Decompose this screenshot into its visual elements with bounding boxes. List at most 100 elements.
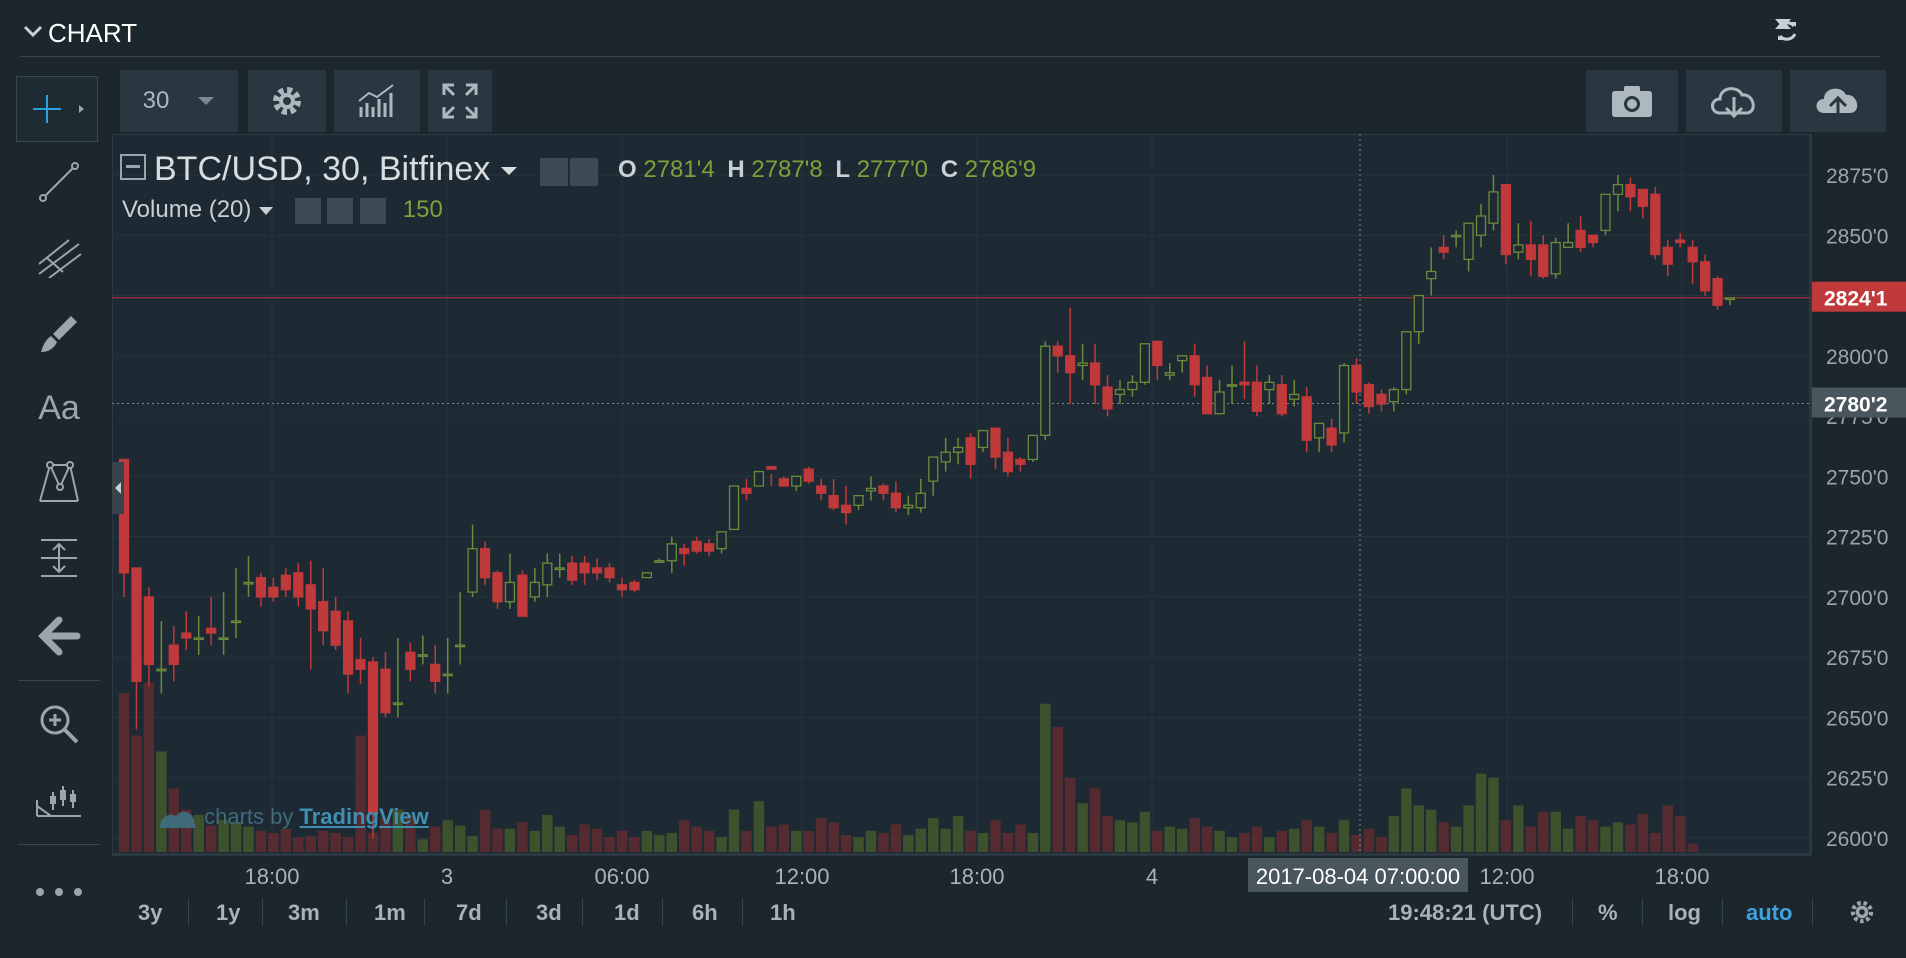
- volume-bar: [118, 693, 130, 852]
- volume-bar: [1326, 832, 1337, 852]
- close-icon[interactable]: [360, 197, 387, 224]
- gear-icon[interactable]: [570, 158, 598, 186]
- volume-bar: [554, 826, 565, 852]
- log-toggle[interactable]: log: [1668, 900, 1701, 925]
- candle-body: [143, 596, 155, 666]
- candle-body: [865, 487, 877, 492]
- candle-body: [1002, 451, 1014, 473]
- candle-body: [1401, 331, 1412, 391]
- range-7d[interactable]: 7d: [456, 900, 482, 925]
- candle-body: [193, 637, 204, 641]
- tradingview-watermark[interactable]: charts by TradingView: [158, 804, 429, 830]
- collapse-legend-icon[interactable]: [120, 154, 146, 181]
- candle-body: [1538, 244, 1549, 277]
- measure-tool[interactable]: [16, 526, 102, 590]
- candle-body: [654, 560, 665, 563]
- chart-settings-button[interactable]: [248, 70, 326, 132]
- candle-body: [255, 576, 267, 598]
- volume-bar: [430, 826, 441, 852]
- zoom-in-icon[interactable]: [16, 692, 102, 756]
- candle-body: [268, 586, 279, 598]
- symbol-title[interactable]: BTC/USD, 30, Bitfinex: [154, 150, 491, 188]
- eye-icon[interactable]: [540, 158, 568, 186]
- range-6h[interactable]: 6h: [692, 900, 718, 925]
- range-3d[interactable]: 3d: [536, 900, 562, 925]
- indicators-button[interactable]: [334, 70, 420, 132]
- gear-icon[interactable]: [1848, 898, 1876, 931]
- volume-bar: [1376, 837, 1387, 852]
- refresh-icon[interactable]: [1777, 18, 1880, 44]
- ruler-icon[interactable]: [16, 766, 102, 830]
- candle-body: [405, 651, 416, 670]
- volume-bar: [280, 828, 292, 852]
- candle-body: [1587, 234, 1599, 244]
- volume-bar: [977, 832, 989, 852]
- candle-body: [355, 658, 366, 670]
- crosshair-tool[interactable]: [16, 76, 98, 142]
- candle-body: [791, 475, 802, 487]
- pitchfork-tool[interactable]: [16, 224, 102, 288]
- volume-bar: [1401, 788, 1412, 852]
- candle-body: [542, 562, 553, 586]
- eye-icon[interactable]: [294, 197, 321, 224]
- save-chart-button[interactable]: [1790, 70, 1886, 132]
- range-3y[interactable]: 3y: [138, 900, 163, 925]
- price-tick-label: 2675'0: [1826, 647, 1888, 670]
- candle-body: [1675, 239, 1686, 244]
- gear-icon[interactable]: [327, 197, 354, 224]
- trend-line-tool[interactable]: [16, 150, 102, 214]
- range-divider: [1812, 898, 1813, 926]
- volume-bar: [417, 839, 429, 852]
- candle-body: [280, 574, 291, 591]
- candle-body: [417, 654, 428, 657]
- toolbar-divider: [18, 844, 100, 845]
- drawing-toolbar: Aa: [16, 70, 102, 930]
- pattern-tool[interactable]: [16, 450, 102, 514]
- candle-body: [1513, 244, 1524, 253]
- volume-bar: [1425, 809, 1437, 852]
- load-chart-button[interactable]: [1686, 70, 1782, 132]
- fullscreen-button[interactable]: [428, 70, 492, 132]
- volume-bar: [1562, 828, 1574, 852]
- range-1m[interactable]: 1m: [374, 900, 406, 925]
- volume-bar: [1687, 843, 1698, 852]
- low-label: L: [835, 156, 851, 183]
- range-3m[interactable]: 3m: [288, 900, 320, 925]
- utc-clock[interactable]: 19:48:21 (UTC): [1388, 900, 1543, 925]
- auto-toggle[interactable]: auto: [1746, 900, 1793, 925]
- interval-select[interactable]: 30: [120, 70, 238, 132]
- ohlc-readout: O 2781'4 H 2787'8 L 2777'0 C 2786'9: [618, 156, 1036, 184]
- candle-body: [1226, 384, 1238, 387]
- volume-label[interactable]: Volume (20): [122, 196, 252, 223]
- time-tick-label: 3: [441, 864, 453, 889]
- volume-bar: [218, 820, 229, 852]
- range-1d[interactable]: 1d: [614, 900, 640, 925]
- text-tool[interactable]: Aa: [38, 388, 80, 427]
- candle-body: [243, 581, 254, 585]
- snapshot-button[interactable]: [1586, 70, 1678, 132]
- range-1y[interactable]: 1y: [216, 900, 241, 925]
- more-icon[interactable]: [16, 860, 102, 924]
- volume-bar: [230, 822, 242, 852]
- volume-bar: [566, 835, 578, 852]
- percent-toggle[interactable]: %: [1598, 900, 1618, 925]
- volume-bar: [355, 735, 366, 852]
- volume-bar: [691, 826, 702, 852]
- candle-body: [1351, 364, 1362, 393]
- candle-body: [1102, 386, 1113, 410]
- candle-body: [330, 610, 341, 646]
- volume-bar: [1612, 822, 1624, 852]
- candle-body: [716, 531, 727, 550]
- brush-tool[interactable]: [16, 302, 102, 366]
- back-arrow-icon[interactable]: [16, 604, 102, 668]
- cloud-download-icon: [1711, 87, 1755, 119]
- volume-bar: [1500, 820, 1512, 852]
- candle-body: [504, 581, 516, 603]
- watermark-brand[interactable]: TradingView: [299, 804, 429, 829]
- candle-body: [828, 495, 839, 509]
- chevron-down-icon[interactable]: [22, 20, 44, 42]
- volume-bar: [791, 830, 802, 852]
- volume-bar: [1102, 816, 1113, 852]
- range-1h[interactable]: 1h: [770, 900, 796, 925]
